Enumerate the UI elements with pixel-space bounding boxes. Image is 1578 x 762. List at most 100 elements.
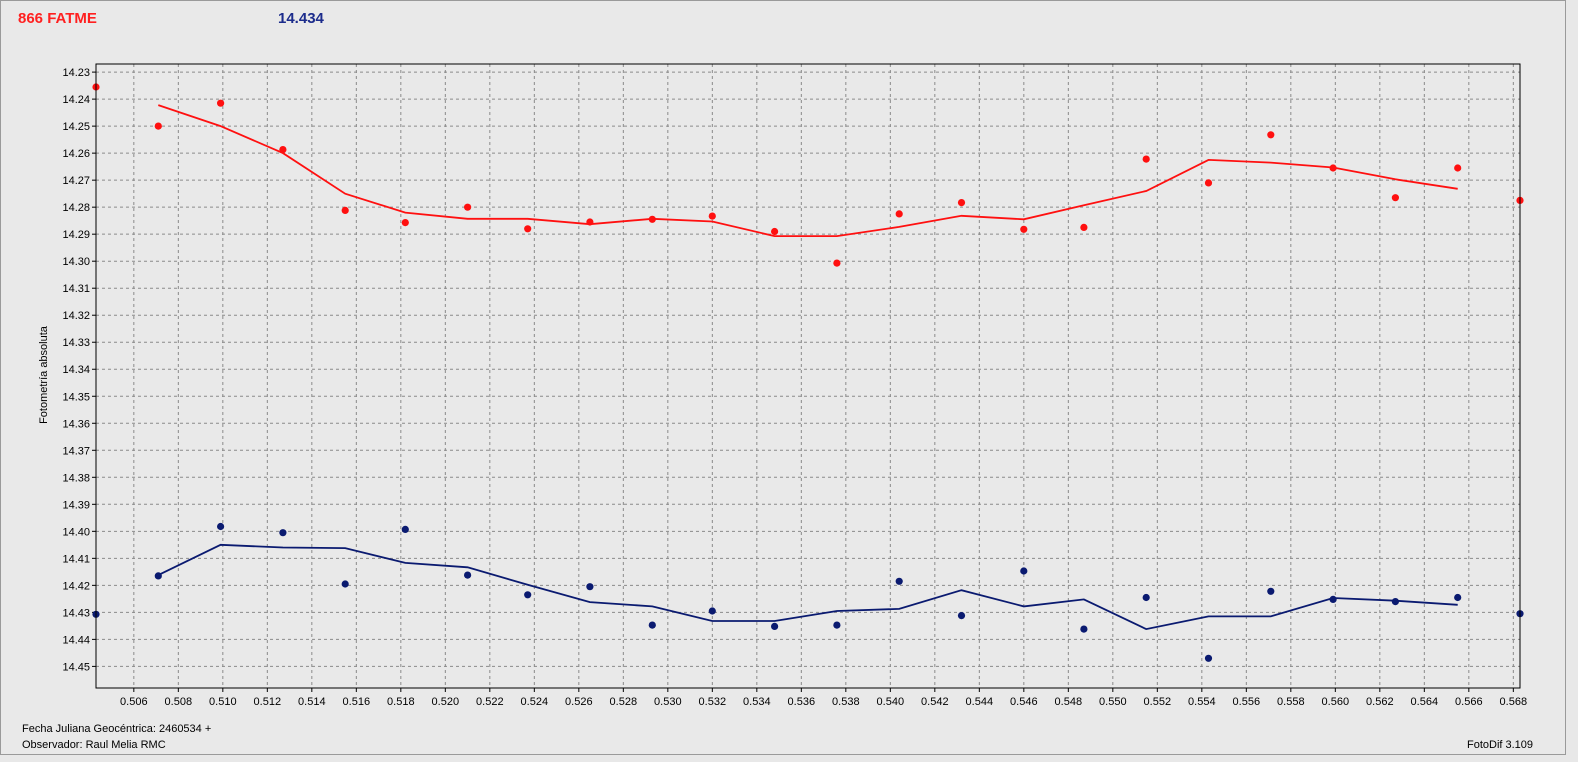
- data-point: [1454, 164, 1462, 172]
- data-point: [708, 607, 716, 615]
- x-tick-label: 0.560: [1322, 696, 1350, 708]
- data-point: [1391, 194, 1399, 202]
- data-point: [1142, 593, 1150, 602]
- data-point: [464, 571, 472, 579]
- y-tick-label: 14.31: [62, 283, 90, 295]
- series-1: [92, 522, 1524, 662]
- y-tick-label: 14.26: [62, 148, 90, 160]
- plot-border: [95, 63, 1521, 689]
- data-point: [1080, 223, 1088, 231]
- data-point: [957, 199, 966, 207]
- y-tick-label: 14.45: [62, 661, 90, 673]
- data-point: [1391, 598, 1399, 606]
- data-point: [217, 99, 225, 107]
- data-point: [1204, 179, 1213, 187]
- data-point: [154, 572, 162, 580]
- data-point: [341, 206, 349, 214]
- x-tick-label: 0.516: [343, 696, 371, 708]
- data-point: [1020, 567, 1028, 575]
- y-tick-label: 14.43: [62, 607, 90, 619]
- y-tick-label: 14.42: [62, 580, 90, 592]
- data-series: [92, 83, 1524, 662]
- data-point: [524, 225, 532, 233]
- data-point: [279, 529, 287, 537]
- series-line: [157, 543, 1458, 631]
- x-tick-label: 0.506: [120, 696, 148, 708]
- data-point: [771, 227, 779, 236]
- x-tick-label: 0.548: [1055, 696, 1083, 708]
- data-point: [648, 621, 656, 629]
- data-point: [708, 212, 716, 220]
- data-point: [833, 621, 841, 629]
- y-tick-label: 14.39: [62, 499, 90, 511]
- y-tick-label: 14.35: [62, 391, 90, 403]
- data-point: [771, 622, 779, 631]
- data-point: [279, 146, 287, 154]
- y-tick-label: 14.28: [62, 202, 90, 214]
- x-tick-label: 0.540: [877, 696, 905, 708]
- mean-magnitude: 14.434: [278, 10, 324, 27]
- data-point: [586, 583, 594, 591]
- x-tick-label: 0.536: [788, 696, 816, 708]
- y-axis-label: Fotometría absoluta: [38, 325, 50, 424]
- data-point: [154, 122, 162, 130]
- x-tick-label: 0.532: [699, 696, 727, 708]
- x-tick-label: 0.510: [209, 696, 237, 708]
- data-point: [1329, 595, 1337, 604]
- data-point: [833, 259, 841, 267]
- y-tick-label: 14.37: [62, 445, 90, 457]
- x-tick-label: 0.514: [298, 696, 326, 708]
- data-point: [1267, 587, 1275, 595]
- x-tick-label: 0.544: [966, 696, 994, 708]
- y-tick-label: 14.29: [62, 229, 90, 241]
- x-tick-label: 0.566: [1455, 696, 1483, 708]
- x-tick-label: 0.526: [565, 696, 593, 708]
- x-tick-label: 0.564: [1411, 696, 1439, 708]
- data-point: [1267, 131, 1275, 139]
- data-point: [1080, 625, 1088, 633]
- y-tick-label: 14.36: [62, 418, 90, 430]
- x-tick-label: 0.528: [610, 696, 638, 708]
- y-tick-label: 14.24: [62, 94, 90, 106]
- y-tick-label: 14.44: [62, 634, 90, 646]
- grid: [96, 64, 1520, 688]
- y-tick-label: 14.30: [62, 256, 90, 268]
- data-point: [1020, 225, 1028, 233]
- x-tick-label: 0.568: [1500, 696, 1528, 708]
- object-name: 866 FATME: [18, 10, 97, 27]
- data-point: [648, 215, 656, 223]
- x-tick-label: 0.546: [1010, 696, 1038, 708]
- data-point: [217, 522, 225, 531]
- y-axis-ticks: 14.23 14.24 14.25 14.26 14.27 14.28 14.29 14.30…: [62, 67, 96, 673]
- x-tick-label: 0.550: [1099, 696, 1127, 708]
- y-tick-label: 14.32: [62, 310, 90, 322]
- data-point: [1454, 593, 1462, 602]
- x-tick-label: 0.524: [521, 696, 549, 708]
- data-point: [464, 203, 472, 211]
- y-tick-label: 14.41: [62, 553, 90, 565]
- x-tick-label: 0.520: [432, 696, 460, 708]
- plot-area: [96, 64, 1520, 688]
- x-tick-label: 0.538: [832, 696, 860, 708]
- data-point: [895, 210, 903, 218]
- x-axis-ticks: 0.506 0.508 0.510 0.512 0.514 0.516 0.518 0.520…: [120, 688, 1527, 708]
- x-tick-label: 0.552: [1144, 696, 1172, 708]
- julian-date-label: Fecha Juliana Geocéntrica: 2460534 +: [22, 723, 212, 735]
- y-tick-label: 14.33: [62, 337, 90, 349]
- y-tick-label: 14.23: [62, 67, 90, 79]
- x-tick-label: 0.512: [254, 696, 282, 708]
- software-version: FotoDif 3.109: [1467, 739, 1534, 751]
- data-point: [895, 577, 903, 585]
- x-tick-label: 0.518: [387, 696, 415, 708]
- data-point: [586, 218, 594, 226]
- x-tick-label: 0.508: [165, 696, 193, 708]
- x-tick-label: 0.534: [743, 696, 771, 708]
- series-line: [158, 104, 1458, 237]
- x-tick-label: 0.542: [921, 696, 949, 708]
- y-tick-label: 14.34: [62, 364, 90, 376]
- data-point: [1142, 155, 1150, 163]
- y-tick-label: 14.27: [62, 175, 90, 187]
- data-point: [1204, 654, 1213, 662]
- x-tick-label: 0.556: [1233, 696, 1261, 708]
